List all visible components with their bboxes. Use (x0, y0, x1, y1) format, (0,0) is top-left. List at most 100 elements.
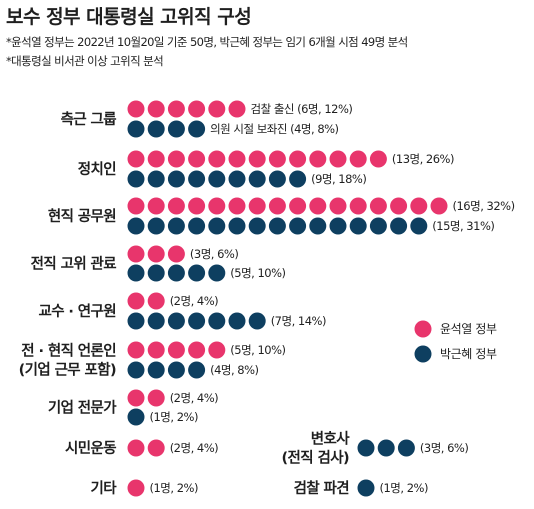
park-dot (357, 439, 375, 457)
legend-label-park: 박근혜 정부 (440, 347, 497, 361)
yoon-dot (127, 100, 145, 118)
yoon-dot (410, 197, 428, 215)
yoon-dot (430, 197, 448, 215)
park-dot (147, 264, 165, 282)
yoon-dot (147, 341, 165, 359)
yoon-dot (147, 245, 165, 263)
yoon-dot (289, 197, 307, 215)
yoon-dot (369, 197, 387, 215)
category-label: (기업 근무 포함) (19, 362, 116, 379)
yoon-dot (329, 197, 347, 215)
footnote-scope: *대통령실 비서관 이상 고위직 분석 (6, 54, 164, 68)
park-dot (248, 217, 266, 235)
yoon-data-label: (13명, 26%) (392, 152, 454, 166)
yoon-dot (127, 197, 145, 215)
park-dot (397, 439, 415, 457)
yoon-dot (127, 292, 145, 310)
yoon-dot (268, 150, 286, 168)
park-dot (147, 312, 165, 330)
yoon-dot (147, 100, 165, 118)
yoon-dot (289, 150, 307, 168)
category-label: 기타 (91, 480, 118, 497)
yoon-dot (127, 479, 145, 497)
park-data-label: (7명, 14%) (271, 314, 326, 328)
park-dot (268, 170, 286, 188)
park-dot (208, 217, 226, 235)
yoon-dot (228, 100, 246, 118)
yoon-data-label: (1명, 2%) (150, 481, 198, 495)
yoon-dot (228, 150, 246, 168)
park-dot (188, 217, 206, 235)
yoon-dot (329, 150, 347, 168)
park-dot (329, 217, 347, 235)
category-label: 전 · 현직 언론인 (21, 342, 116, 360)
park-dot (127, 120, 145, 138)
chart-title: 보수 정부 대통령실 고위직 구성 (6, 6, 252, 28)
park-dot (147, 170, 165, 188)
yoon-dot (127, 389, 145, 407)
yoon-data-label: (16명, 32%) (453, 199, 515, 213)
yoon-dot (167, 150, 185, 168)
park-dot (410, 217, 428, 235)
yoon-dot (369, 150, 387, 168)
park-dot (208, 312, 226, 330)
yoon-dot (147, 150, 165, 168)
park-dot (208, 170, 226, 188)
yoon-dot (167, 197, 185, 215)
park-dot (127, 264, 145, 282)
park-dot (228, 217, 246, 235)
park-data-label: (5명, 10%) (230, 266, 285, 280)
yoon-dot (188, 341, 206, 359)
park-dot (127, 170, 145, 188)
park-dot (147, 361, 165, 379)
park-dot (349, 217, 367, 235)
park-dot (228, 170, 246, 188)
yoon-data-label: (5명, 10%) (230, 343, 285, 357)
yoon-dot (147, 389, 165, 407)
park-dot (188, 312, 206, 330)
yoon-dot (248, 197, 266, 215)
park-dot (167, 361, 185, 379)
park-dot (127, 408, 145, 426)
yoon-dot (208, 341, 226, 359)
yoon-dot (127, 439, 145, 457)
park-dot (357, 479, 375, 497)
park-dot (268, 217, 286, 235)
park-data-label: (3명, 6%) (420, 441, 468, 455)
category-label: 검찰 파견 (294, 479, 350, 497)
park-dot (248, 170, 266, 188)
category-label: 전직 고위 관료 (31, 255, 117, 273)
park-dot (127, 361, 145, 379)
park-dot (127, 312, 145, 330)
category-label: 교수 · 연구원 (38, 303, 116, 320)
park-dot (147, 120, 165, 138)
yoon-data-label: 검찰 출신 (6명, 12%) (251, 102, 353, 116)
yoon-data-label: (2명, 4%) (170, 441, 218, 455)
park-dot (127, 217, 145, 235)
legend-marker-yoon (414, 320, 432, 338)
yoon-data-label: (2명, 4%) (170, 294, 218, 308)
yoon-dot (248, 150, 266, 168)
park-data-label: (9명, 18%) (311, 172, 366, 186)
yoon-dot (188, 197, 206, 215)
category-label: 기업 전문가 (48, 400, 117, 417)
park-data-label: (1명, 2%) (380, 481, 428, 495)
park-data-label: 의원 시절 보좌진 (4명, 8%) (210, 122, 338, 136)
park-dot (228, 312, 246, 330)
yoon-dot (349, 150, 367, 168)
yoon-dot (167, 100, 185, 118)
park-dot (208, 264, 226, 282)
park-dot (167, 217, 185, 235)
yoon-dot (167, 341, 185, 359)
park-dot (147, 217, 165, 235)
category-label: 정치인 (78, 160, 116, 178)
park-dot (248, 312, 266, 330)
yoon-dot (147, 197, 165, 215)
yoon-dot (188, 150, 206, 168)
category-label: 변호사 (311, 431, 350, 448)
park-dot (167, 312, 185, 330)
park-data-label: (1명, 2%) (150, 410, 198, 424)
yoon-dot (147, 439, 165, 457)
park-dot (188, 361, 206, 379)
